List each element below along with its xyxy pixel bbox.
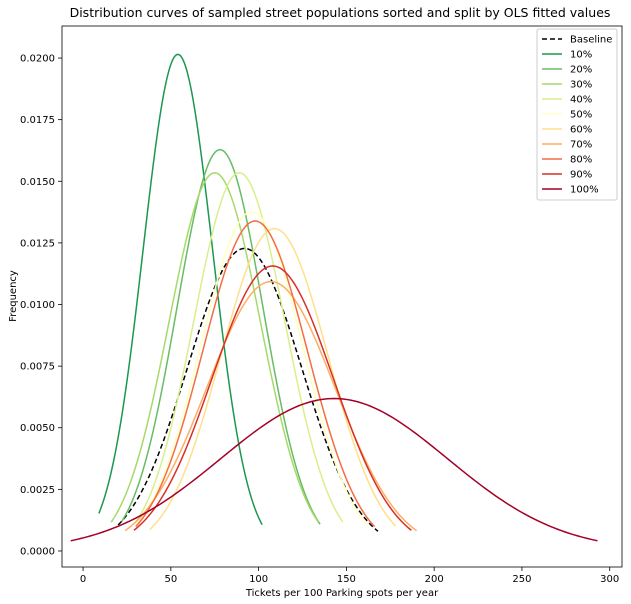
legend-label: 50% [570,110,592,121]
series-line-30pct [110,172,319,523]
y-tick-label: 0.0075 [20,362,55,373]
y-tick-label: 0.0200 [20,54,55,65]
legend-frame [536,28,618,201]
legend-label: 30% [570,80,592,91]
series-line-40pct [135,172,344,523]
x-tick-label: 300 [600,574,619,585]
series-line-80pct [135,220,376,528]
series-line-60pct [149,227,397,531]
series-line-90pct [133,265,412,531]
series-line-70pct [124,280,418,532]
legend-label: 10% [570,50,592,61]
x-tick-label: 0 [80,574,86,585]
y-tick-label: 0.0050 [20,423,55,434]
y-tick-label: 0.0100 [20,300,55,311]
x-axis-label: Tickets per 100 Parking spots per year [245,588,439,599]
x-tick-label: 50 [164,574,177,585]
legend-label: 80% [570,155,592,166]
x-tick-label: 200 [425,574,444,585]
legend-label: 60% [570,125,592,136]
y-tick-label: 0.0175 [20,115,55,126]
y-tick-label: 0.0150 [20,177,55,188]
series-line-baseline [117,247,379,532]
y-axis: 0.0000 0.0025 0.0050 0.0075 0.0100 0.0125 0.01… [20,54,62,557]
x-tick-label: 150 [337,574,356,585]
plot-frame [61,25,623,568]
legend-label: 40% [570,95,592,106]
legend-label: 20% [570,65,592,76]
legend-label: 70% [570,140,592,151]
legend: Baseline 10% 20% 30% 40% 50% 60% 70% 80% 90% 100% [536,28,618,201]
legend-label: 100% [570,185,599,196]
x-tick-label: 250 [512,574,531,585]
plot-area [61,25,623,568]
legend-label: Baseline [570,35,612,46]
series-layer [70,53,598,542]
y-tick-label: 0.0025 [20,485,55,496]
chart-title: Distribution curves of sampled street po… [70,5,611,20]
y-tick-label: 0.0125 [20,238,55,249]
series-line-10pct [98,53,263,526]
x-axis: 0 50 100 150 200 250 300 [80,567,619,585]
series-line-50pct [135,211,369,527]
x-tick-label: 100 [249,574,268,585]
series-line-20pct [121,148,321,525]
series-line-100pct [70,397,598,542]
legend-label: 90% [570,170,592,181]
y-tick-label: 0.0000 [20,546,55,557]
y-axis-label: Frequency [8,270,19,322]
